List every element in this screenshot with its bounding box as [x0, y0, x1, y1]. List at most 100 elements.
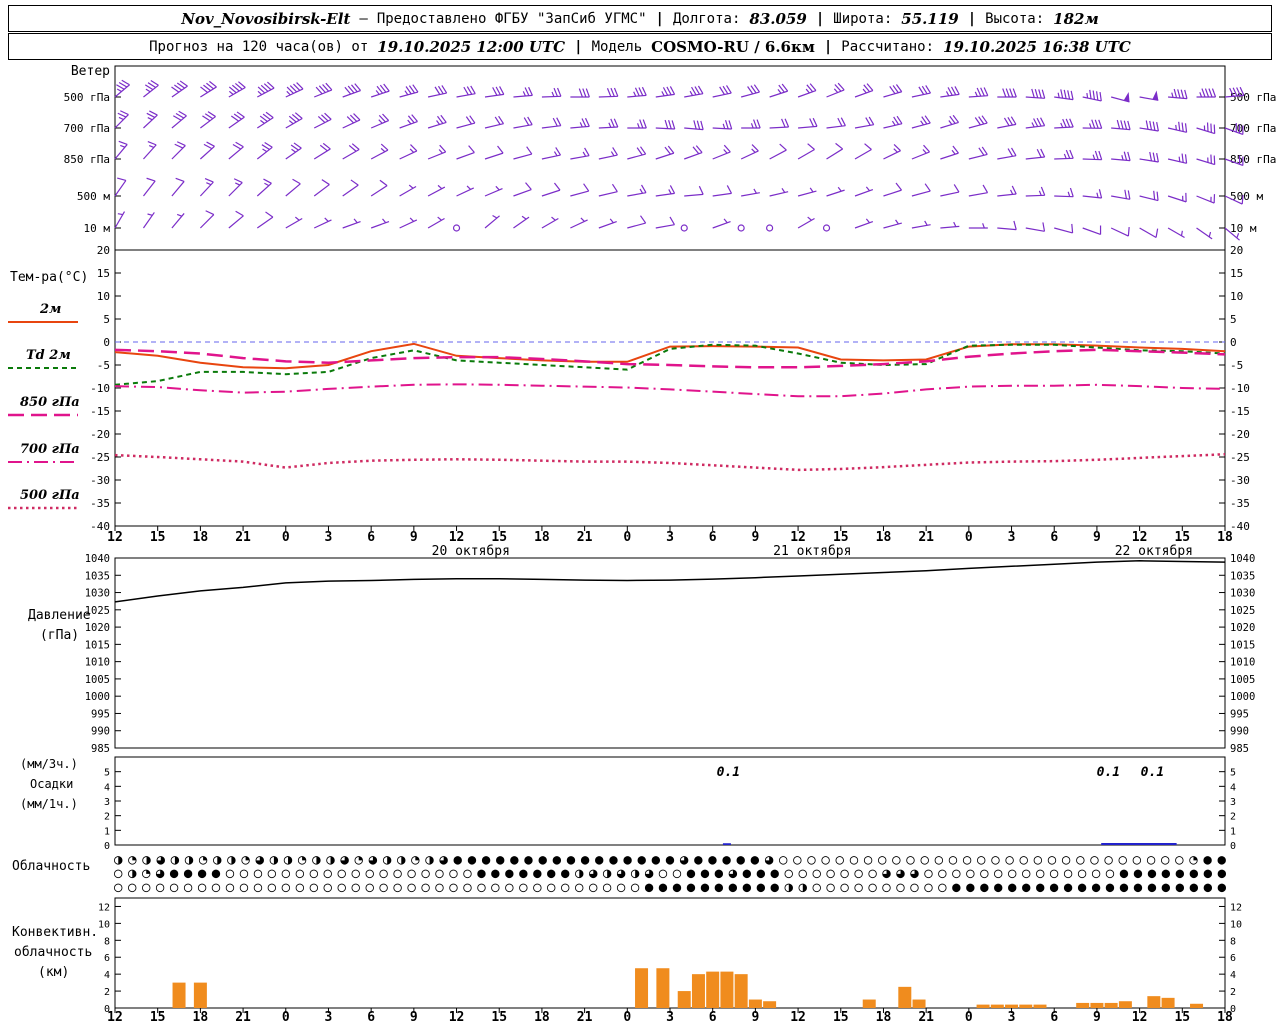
- wind-barbs-row-5: [114, 210, 1240, 241]
- cloudiness-panel-title: Облачность: [12, 859, 91, 874]
- pressure-scale-label: 1010: [85, 657, 110, 669]
- pressure-scale-label: 985: [91, 743, 110, 755]
- temp-scale-label: -5: [97, 359, 110, 372]
- x-axis-hour-label: 12: [790, 1010, 806, 1024]
- convective-bar: [1118, 1001, 1132, 1008]
- provider-text: Предоставлено ФГБУ "ЗапСиб УГМС": [376, 10, 647, 27]
- panel-border: [114, 756, 1226, 846]
- convective-scale-label: 12: [1230, 902, 1242, 913]
- x-axis-hour-label: 0: [623, 530, 631, 545]
- x-axis-hour-label: 18: [534, 1010, 550, 1024]
- legend-label-700hpa: 700 гПа: [20, 442, 80, 457]
- forecast-label: Прогноз на 120 часа(ов) от: [149, 38, 369, 55]
- convective-title-1: Конвективн.: [12, 925, 99, 940]
- x-axis-hour-label: 12: [790, 530, 806, 545]
- altitude-label: Высота:: [985, 10, 1045, 27]
- wind-panel-title: Ветер: [70, 64, 110, 79]
- wind-level-label: 500 м: [1230, 190, 1263, 203]
- x-axis-hour-label: 15: [150, 1010, 166, 1024]
- x-axis-hour-label: 21: [235, 530, 251, 545]
- precip-scale-label: 5: [104, 768, 110, 779]
- convective-bar: [193, 982, 207, 1008]
- x-axis-hour-label: 6: [1050, 530, 1058, 545]
- x-axis-hour-label: 0: [965, 1010, 973, 1024]
- wind-level-label: 10 м: [84, 222, 111, 235]
- x-axis-hour-label: 15: [833, 530, 849, 545]
- forecast-time: 19.10.2025 12:00 UTC: [377, 37, 566, 56]
- station-name: Nov_Novosibirsk-Elt: [181, 9, 351, 28]
- precip-scale-label: 3: [1230, 797, 1236, 808]
- x-axis-hour-label: 15: [1174, 530, 1190, 545]
- x-axis-hour-label: 18: [1217, 1010, 1233, 1024]
- convective-bar: [912, 999, 926, 1008]
- temp-scale-label: -40: [1230, 520, 1250, 533]
- precip-scale-label: 0: [1230, 841, 1236, 852]
- wind-level-label: 850 гПа: [64, 153, 110, 166]
- x-axis-hour-label: 6: [709, 1010, 717, 1024]
- convective-title-2: облачность: [14, 945, 93, 960]
- x-axis-hour-label: 3: [666, 1010, 674, 1024]
- latitude-label: Широта:: [833, 10, 893, 27]
- convective-bar: [990, 1004, 1004, 1008]
- x-axis-hour-label: 0: [282, 1010, 290, 1024]
- panel-border: [114, 557, 1226, 749]
- pressure-scale-label: 1015: [1230, 639, 1255, 651]
- x-axis-hour-label: 18: [876, 1010, 892, 1024]
- temp-scale-label: -20: [90, 428, 110, 441]
- x-axis-hour-label: 12: [449, 530, 465, 545]
- x-axis-hour-label: 18: [534, 530, 550, 545]
- x-axis-hour-label: 18: [193, 1010, 209, 1024]
- cloud-symbol-row-3: ○○○○○○○○○○○○○○○○○○○○○○○○○○○○○○○○○○○○○○●●…: [114, 879, 1227, 895]
- x-axis-hour-label: 18: [1217, 530, 1233, 545]
- x-axis-date-label: 22 октября: [1115, 544, 1193, 559]
- precip-1h-label: (мм/1ч.): [20, 797, 78, 811]
- convective-bar: [677, 991, 691, 1008]
- x-axis-hour-label: 6: [1050, 1010, 1058, 1024]
- header-bar: Nov_Novosibirsk-Elt – Предоставлено ФГБУ…: [8, 5, 1272, 32]
- temp-scale-label: -15: [1230, 405, 1250, 418]
- convective-bar: [1076, 1002, 1090, 1008]
- x-axis-hour-label: 21: [235, 1010, 251, 1024]
- convective-bar: [635, 968, 649, 1008]
- wind-level-label: 500 гПа: [1230, 91, 1276, 104]
- x-axis-hour-label: 6: [367, 1010, 375, 1024]
- pressure-scale-label: 990: [91, 726, 110, 738]
- convective-scale-label: 0: [1230, 1004, 1236, 1015]
- temp-scale-label: -35: [90, 497, 110, 510]
- x-axis-hour-label: 21: [918, 530, 934, 545]
- x-axis-hour-label: 9: [751, 530, 759, 545]
- separator: |: [823, 38, 833, 55]
- calc-time: 19.10.2025 16:38 UTC: [943, 37, 1131, 56]
- temp-scale-label: 0: [1230, 336, 1237, 349]
- pressure-panel-unit: (гПа): [40, 628, 80, 643]
- x-axis-hour-label: 12: [1132, 530, 1148, 545]
- temp-series-4: [114, 383, 1226, 398]
- convective-scale-label: 2: [104, 987, 110, 998]
- convective-bar: [1005, 1004, 1019, 1008]
- x-axis-hour-label: 15: [150, 530, 166, 545]
- legend-label-850hpa: 850 гПа: [20, 395, 80, 410]
- panel-border: [114, 897, 1226, 1009]
- pressure-scale-label: 1040: [1230, 553, 1255, 565]
- pressure-scale-label: 990: [1230, 726, 1249, 738]
- x-axis-hour-label: 3: [325, 530, 333, 545]
- temp-scale-label: -30: [90, 474, 110, 487]
- pressure-scale-label: 1030: [1230, 588, 1255, 600]
- x-axis-hour-label: 18: [876, 530, 892, 545]
- precip-scale-label: 1: [1230, 826, 1236, 837]
- convective-scale-label: 10: [1230, 919, 1242, 930]
- x-axis-hour-label: 6: [367, 530, 375, 545]
- convective-bar: [720, 971, 734, 1008]
- x-axis-hour-label: 9: [410, 1010, 418, 1024]
- convective-scale-label: 0: [104, 1004, 110, 1015]
- x-axis-date-label: 21 октября: [773, 544, 851, 559]
- precip-trace-strip: [1101, 843, 1177, 845]
- legend-label-500hpa: 500 гПа: [20, 488, 80, 503]
- temp-scale-label: -30: [1230, 474, 1250, 487]
- temp-scale-label: 5: [1230, 313, 1237, 326]
- pressure-series: [114, 560, 1226, 603]
- pressure-scale-label: 1025: [1230, 605, 1255, 617]
- x-axis-hour-label: 9: [410, 530, 418, 545]
- temp-scale-label: -20: [1230, 428, 1250, 441]
- convective-scale-label: 12: [98, 902, 110, 913]
